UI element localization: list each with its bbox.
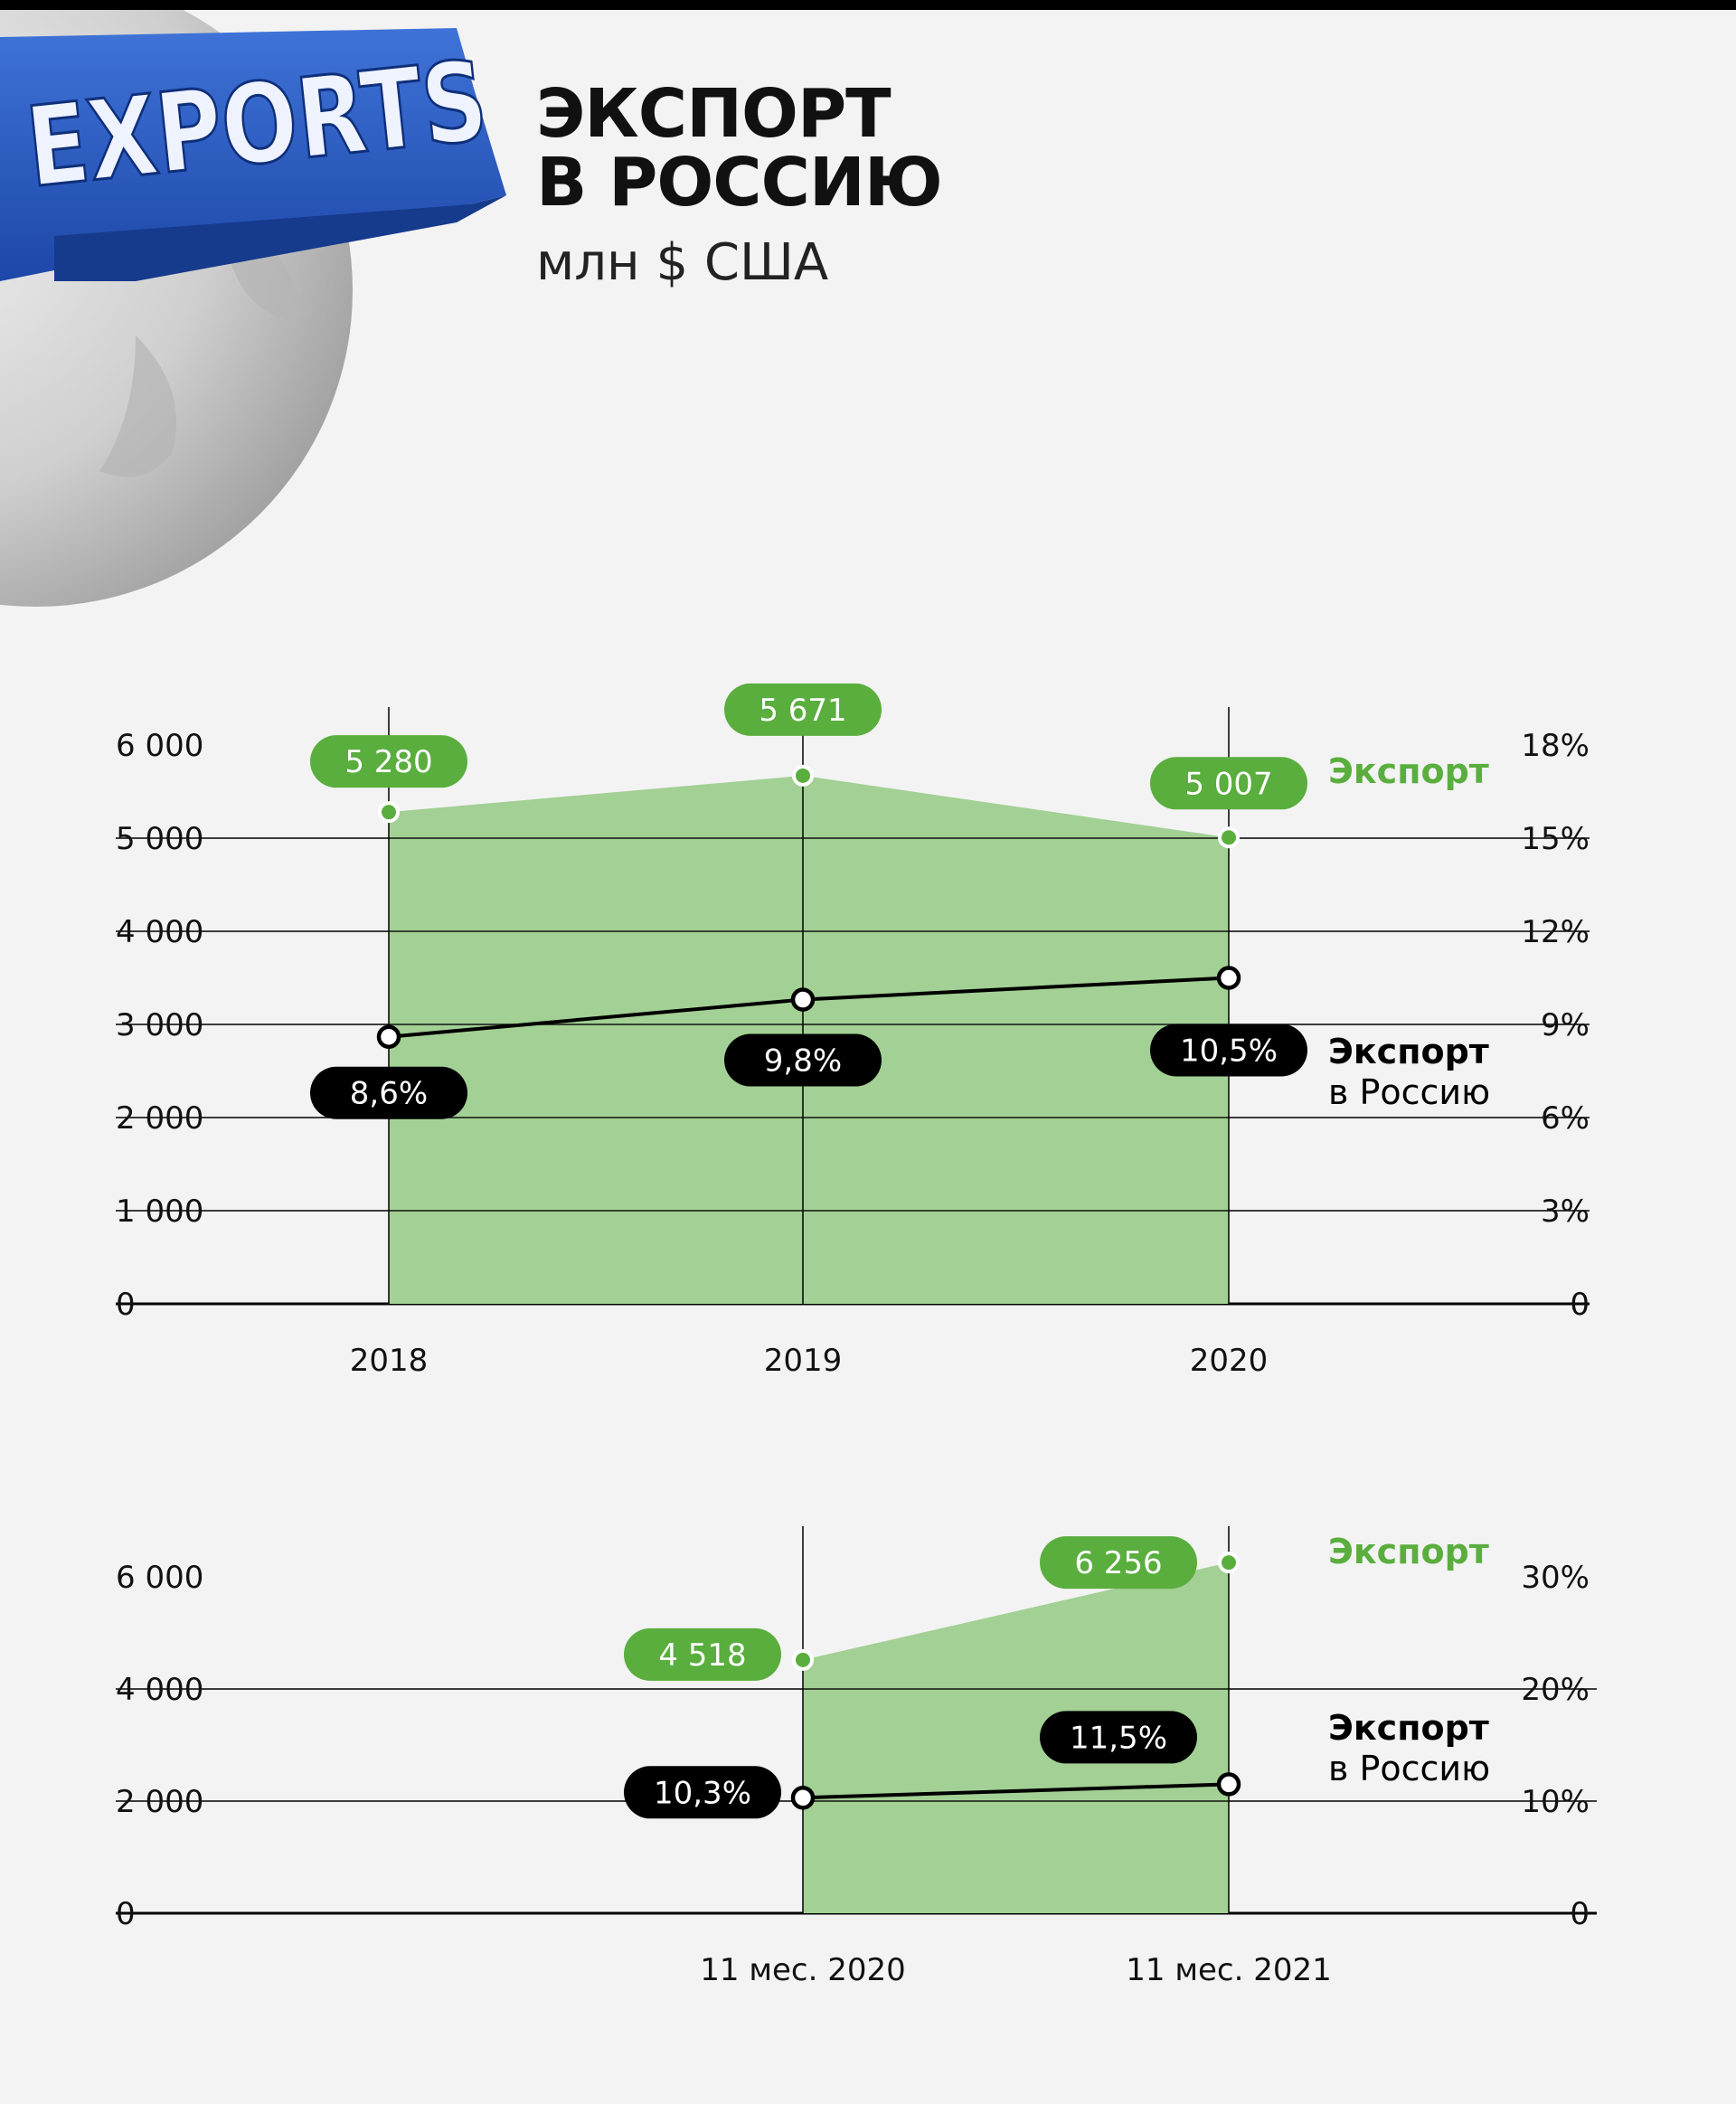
- y-right-tick: 15%: [1521, 821, 1590, 857]
- export-value-label: 4 518: [624, 1628, 781, 1681]
- y-left-tick: 6 000: [116, 1560, 203, 1596]
- blue-banner-shape: [0, 28, 506, 281]
- legend-export: Экспорт: [1328, 1532, 1489, 1571]
- x-tick-label: 2020: [1190, 1343, 1269, 1379]
- y-left-tick: 6 000: [116, 728, 203, 764]
- russia-share-label-bg: [1040, 1711, 1197, 1764]
- y-right-tick: 10%: [1521, 1784, 1590, 1820]
- x-tick-label: 11 мес. 2020: [700, 1952, 905, 1988]
- russia-share-label-text: 11,5%: [1070, 1720, 1167, 1756]
- chart-11-months: 0 2 000 4 000 6 000 0 10% 20% 30% 11 мес. 2020 11…: [116, 1526, 1597, 1988]
- russia-share-line: [802, 1782, 1230, 1800]
- export-value-label: 5 671: [724, 683, 882, 736]
- legend-russia-line2: в Россию: [1328, 1072, 1490, 1112]
- russia-share-label: 9,8%: [724, 1033, 882, 1087]
- russia-share-label-bg: [310, 1066, 467, 1119]
- export-value-label-text: 5 280: [344, 744, 432, 780]
- russia-share-label-bg: [1150, 1024, 1307, 1077]
- legend-russia-line1: Экспорт: [1328, 1032, 1489, 1071]
- y-left-tick: 2 000: [116, 1784, 203, 1820]
- russia-share-point: [376, 1024, 401, 1049]
- y-left-tick: 0: [116, 1896, 136, 1932]
- y-right-tick: 12%: [1521, 914, 1590, 950]
- russia-share-point: [1216, 1772, 1241, 1797]
- y-left-tick: 0: [116, 1287, 136, 1323]
- y-right-tick: 20%: [1521, 1672, 1590, 1708]
- y-left-tick: 2 000: [116, 1100, 203, 1137]
- page-subtitle: млн $ США: [536, 233, 829, 292]
- russia-share-label: 10,5%: [1150, 1024, 1307, 1077]
- russia-share-label: 10,3%: [624, 1766, 781, 1819]
- export-value-label-bg: [1150, 757, 1307, 810]
- x-tick-label: 2018: [350, 1343, 429, 1379]
- export-value-label-text: 5 007: [1184, 766, 1272, 802]
- export-value-label: 5 280: [310, 735, 467, 788]
- export-value-label-text: 4 518: [658, 1637, 746, 1674]
- legend-russia-line2: в Россию: [1328, 1749, 1490, 1788]
- export-value-label-bg: [624, 1628, 781, 1681]
- export-value-label: 6 256: [1040, 1536, 1197, 1590]
- export-value-label-bg: [310, 735, 467, 788]
- export-point: [1218, 826, 1240, 849]
- top-bar: [0, 0, 1736, 10]
- y-right-tick: 30%: [1521, 1560, 1590, 1596]
- russia-share-point: [790, 987, 816, 1012]
- russia-share-label-text: 8,6%: [350, 1076, 428, 1112]
- chart-annual: 0 1 000 2 000 3 000 4 000 5 000 6 000 0 3% 6% 9% 12…: [116, 683, 1590, 1379]
- legend-export: Экспорт: [1328, 751, 1489, 791]
- y-right-tick: 3%: [1541, 1194, 1590, 1230]
- export-point: [1218, 1552, 1240, 1574]
- y-right-tick: 9%: [1541, 1007, 1590, 1043]
- export-area: [803, 1562, 1229, 1913]
- export-point: [378, 801, 400, 824]
- y-left-tick: 3 000: [116, 1007, 203, 1043]
- export-value-label-text: 5 671: [759, 693, 846, 729]
- y-right-tick: 6%: [1541, 1100, 1590, 1137]
- export-value-label-bg: [1040, 1536, 1197, 1590]
- export-point: [792, 764, 814, 787]
- russia-share-point: [790, 1786, 816, 1810]
- russia-share-label-text: 10,3%: [654, 1775, 751, 1811]
- page-title: ЭКСПОРТ В РОССИЮ: [536, 75, 943, 222]
- x-tick-label: 2019: [764, 1343, 843, 1379]
- export-point: [792, 1648, 814, 1671]
- export-value-label: 5 007: [1150, 757, 1307, 810]
- russia-share-label-bg: [724, 1033, 882, 1087]
- y-left-tick: 4 000: [116, 914, 203, 950]
- y-right-tick: 18%: [1521, 728, 1590, 764]
- exports-globe-logo: EXPORTS: [0, 10, 506, 607]
- legend-russia-line1: Экспорт: [1328, 1708, 1489, 1748]
- russia-share-label-text: 10,5%: [1180, 1033, 1278, 1070]
- y-right-tick: 0: [1570, 1896, 1590, 1932]
- y-left-tick: 4 000: [116, 1672, 203, 1708]
- export-value-label-bg: [724, 683, 882, 736]
- title-line-1: ЭКСПОРТ: [536, 75, 892, 153]
- y-left-tick: 5 000: [116, 821, 203, 857]
- russia-share-point: [1216, 966, 1241, 990]
- russia-share-label-text: 9,8%: [764, 1043, 842, 1080]
- title-line-2: В РОССИЮ: [536, 144, 943, 222]
- y-left-tick: 1 000: [116, 1194, 203, 1230]
- russia-share-label-bg: [624, 1766, 781, 1819]
- russia-share-label: 11,5%: [1040, 1711, 1197, 1764]
- export-value-label-text: 6 256: [1074, 1545, 1162, 1581]
- y-right-tick: 0: [1570, 1287, 1590, 1323]
- x-tick-label: 11 мес. 2021: [1126, 1952, 1331, 1988]
- russia-share-label: 8,6%: [310, 1066, 467, 1119]
